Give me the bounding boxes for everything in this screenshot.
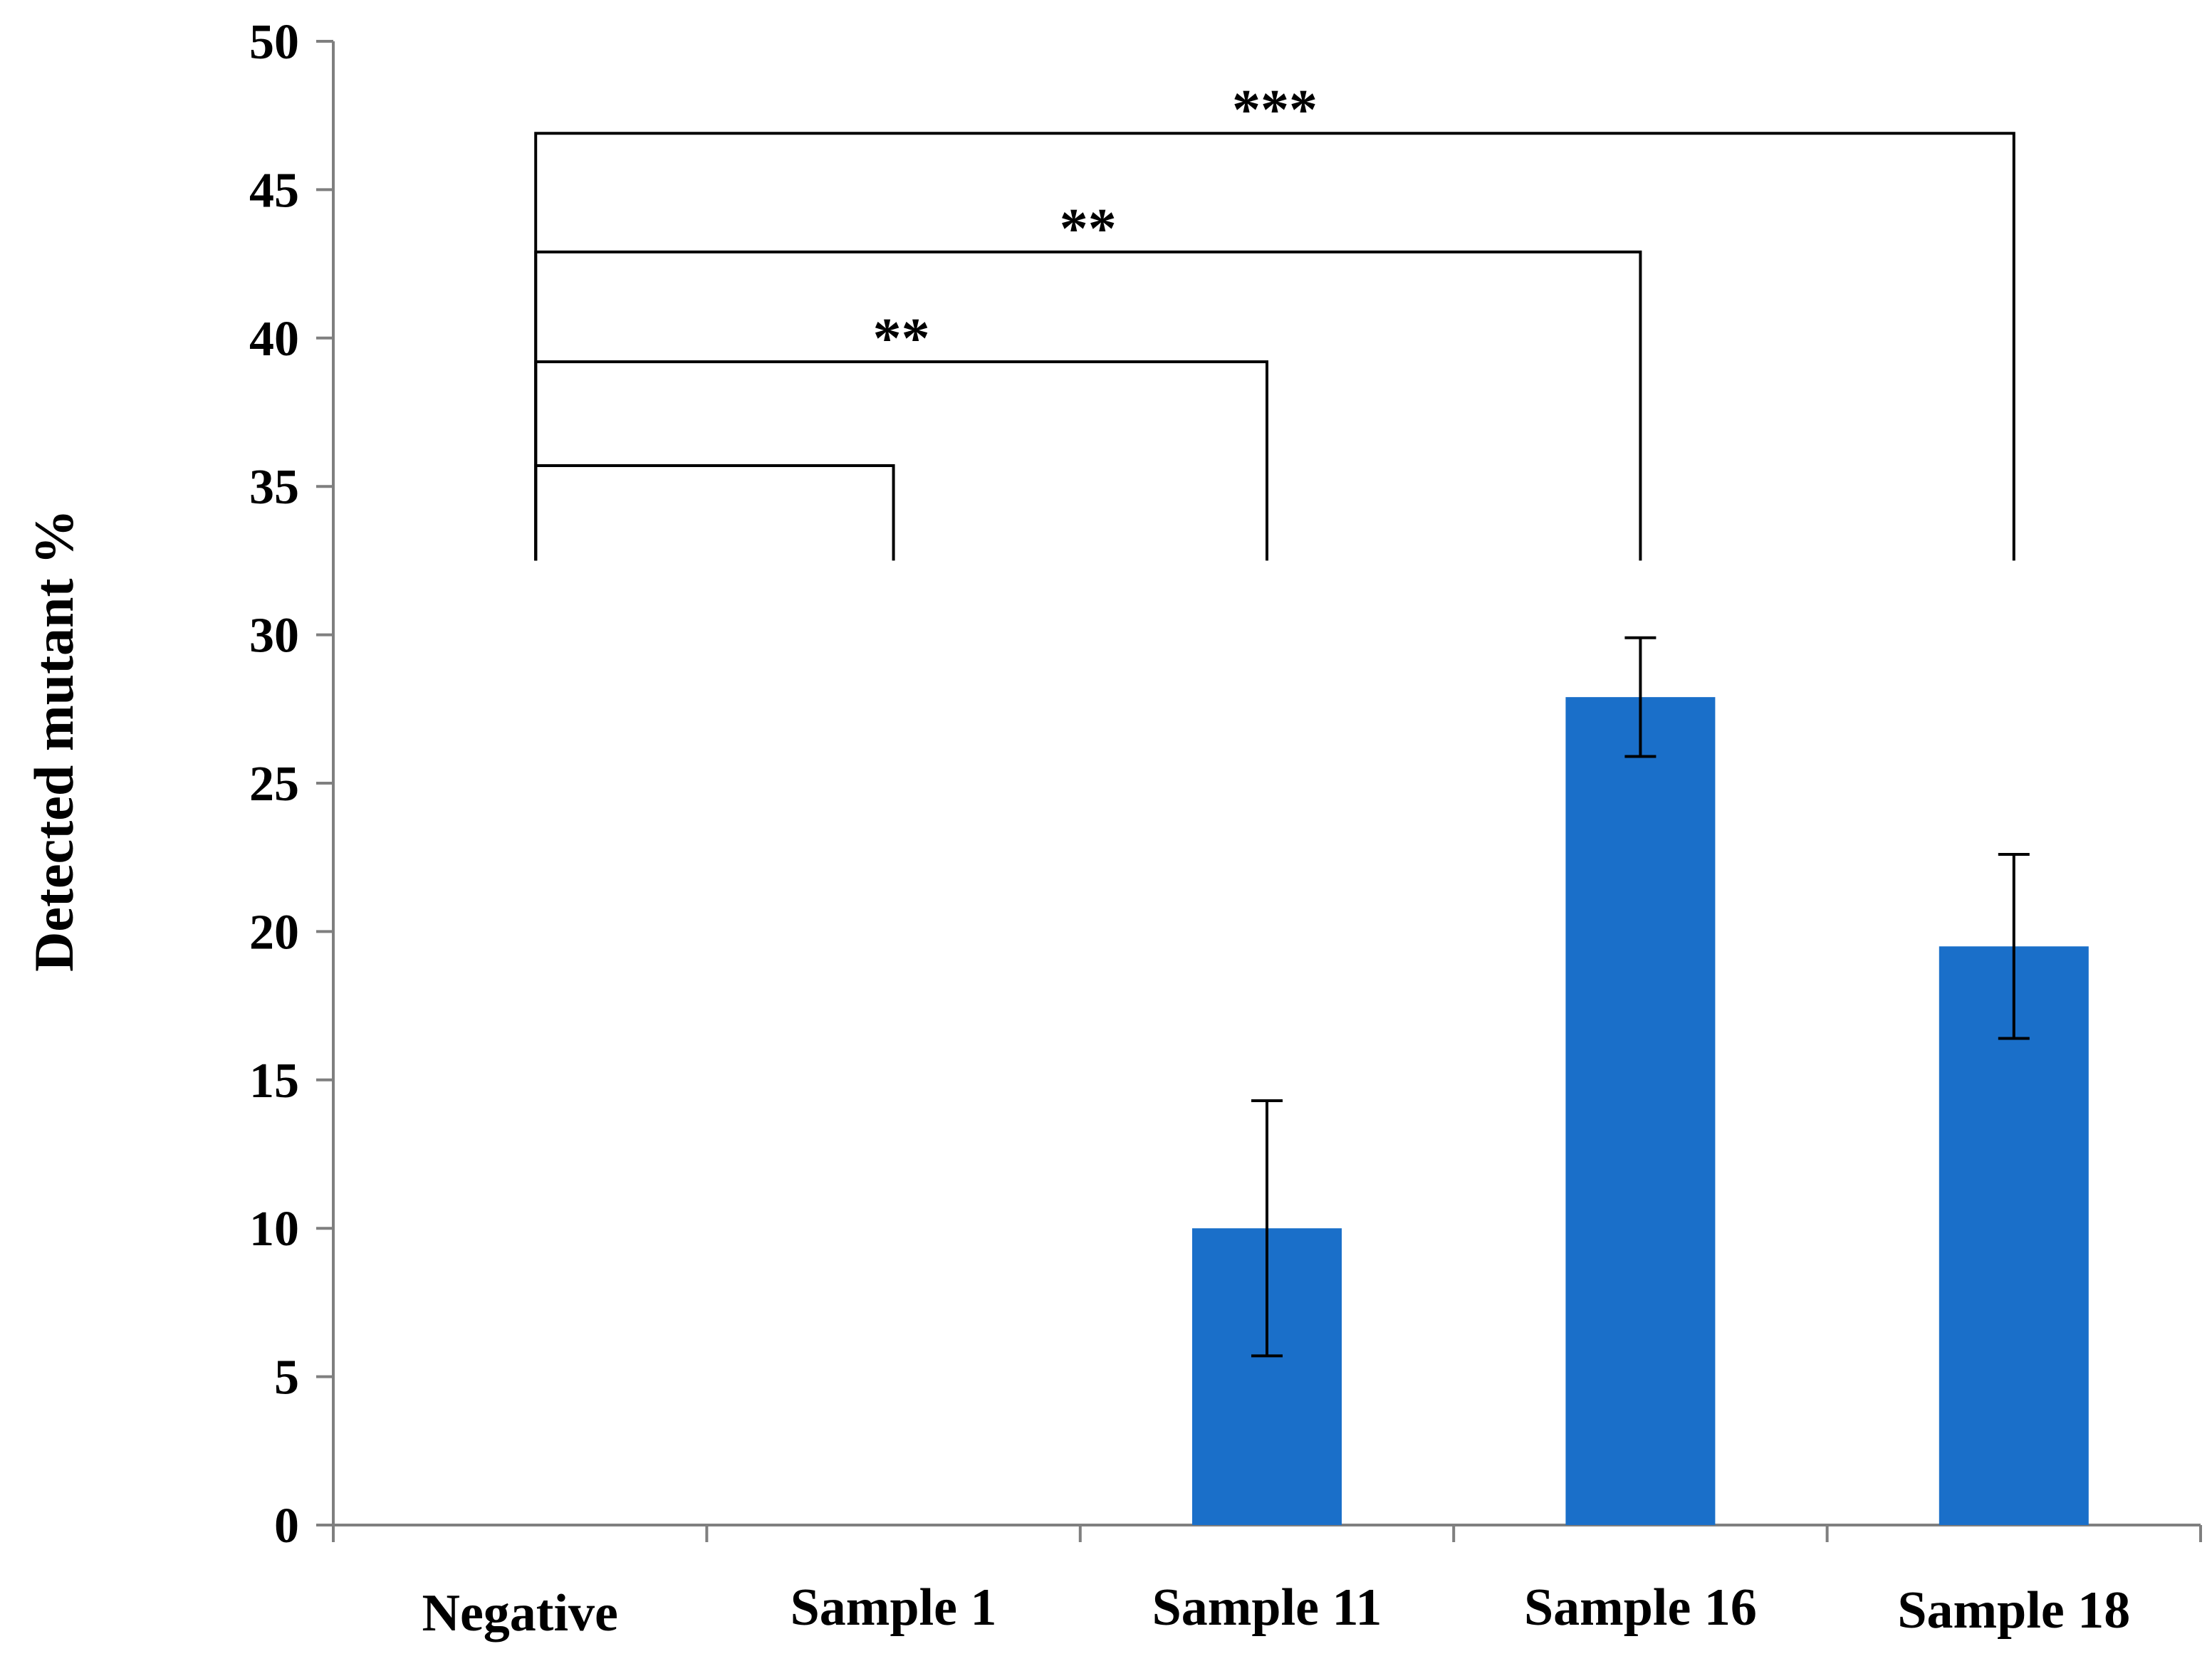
x-tick-label: Sample 16 [1524, 1578, 1757, 1637]
y-tick-label: 0 [274, 1499, 299, 1554]
bar-sample-16 [1565, 697, 1716, 1526]
significance-bracket [534, 360, 1268, 561]
bars [1192, 697, 2089, 1526]
significance-bracket [534, 250, 1642, 561]
y-tick-label: 5 [274, 1351, 299, 1405]
y-axis-label: Detected mutant % [23, 509, 85, 972]
significance-label: ** [1060, 198, 1117, 261]
significance-label: ** [873, 308, 930, 370]
x-tick-label: Sample 11 [1152, 1578, 1382, 1637]
y-tick-label: 20 [249, 905, 299, 960]
significance-bracket [534, 132, 2015, 561]
y-tick-label: 40 [249, 312, 299, 367]
y-tick-label: 30 [249, 609, 299, 664]
y-tick-label: 10 [249, 1202, 299, 1257]
y-tick-label: 50 [249, 15, 299, 70]
error-bars [1251, 636, 2030, 1358]
x-tick-label: Sample 18 [1897, 1581, 2130, 1640]
x-tick-labels: Negative Sample 1 Sample 11 Sample 16 Sample… [422, 1578, 2131, 1643]
x-tick-label: Negative [422, 1584, 618, 1643]
y-ticks: 0 5 10 15 20 25 30 35 40 45 50 [249, 15, 333, 1554]
y-tick-label: 15 [249, 1054, 299, 1109]
significance-brackets: ******* [534, 79, 2015, 561]
bar-sample-18 [1939, 946, 2089, 1525]
y-tick-label: 35 [249, 460, 299, 515]
significance-bracket [534, 464, 895, 561]
significance-label: *** [1232, 79, 1318, 142]
y-tick-label: 25 [249, 757, 299, 812]
x-tick-label: Sample 1 [791, 1578, 997, 1637]
y-tick-label: 45 [249, 163, 299, 218]
